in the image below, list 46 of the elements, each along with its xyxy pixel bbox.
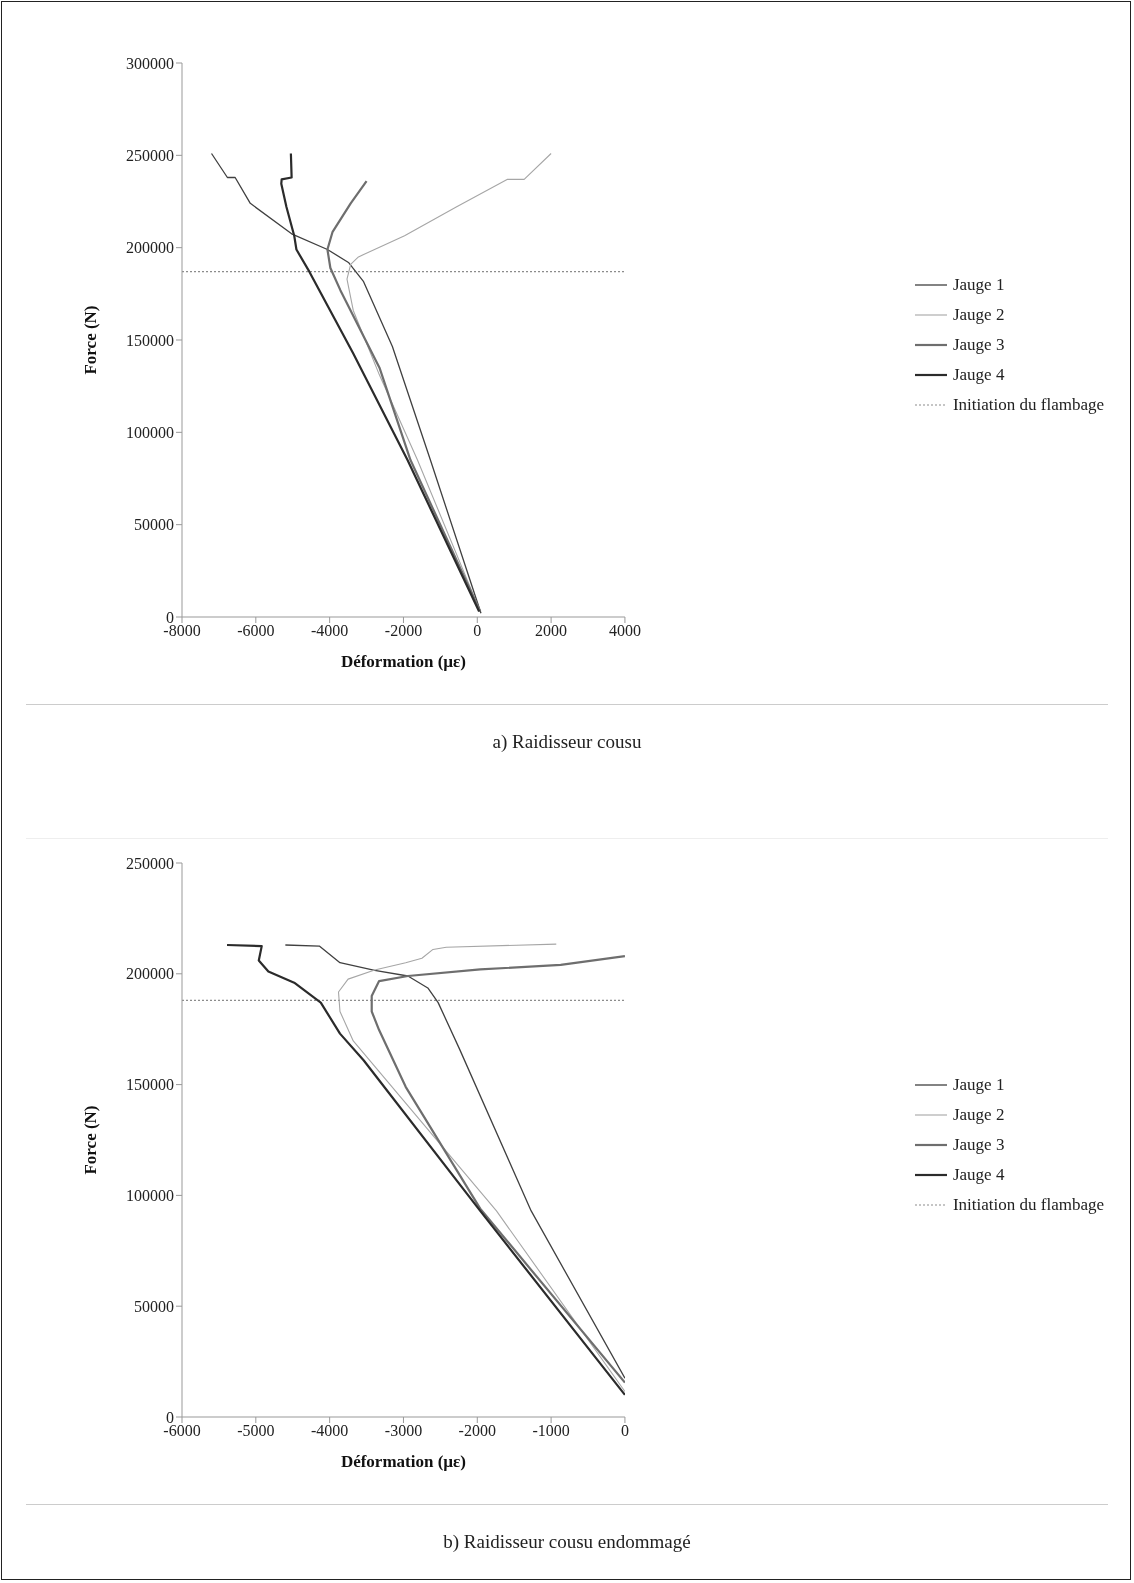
x-tick-label: 2000 <box>535 622 568 640</box>
y-tick-label: 150000 <box>126 1076 174 1094</box>
x-tick-label: -3000 <box>384 1422 423 1440</box>
x-tick-label: -6000 <box>237 622 275 640</box>
legend-label: Jauge 3 <box>952 335 1005 355</box>
line-series <box>225 943 625 1396</box>
line-series <box>210 152 482 614</box>
x-axis-title: Déformation (µε) <box>340 1452 467 1471</box>
legend-label: Initiation du flambage <box>952 395 1104 415</box>
legend-label: Jauge 2 <box>952 1105 1005 1125</box>
x-tick-label: -5000 <box>237 1422 275 1440</box>
y-axis-title: Force (N) <box>81 305 101 375</box>
x-axis-title: Déformation (µε) <box>340 652 467 671</box>
y-tick-label: 100000 <box>126 1187 174 1205</box>
y-tick-label: 100000 <box>126 424 174 442</box>
y-tick-label: 250000 <box>126 147 174 165</box>
line-series <box>337 943 625 1393</box>
x-tick-label: -4000 <box>310 1422 349 1440</box>
line-series <box>326 180 482 613</box>
x-tick-label: -2000 <box>458 1422 496 1440</box>
legend-label: Jauge 4 <box>952 365 1005 385</box>
y-tick-label: 50000 <box>134 1297 174 1315</box>
y-tick-label: 50000 <box>134 516 174 534</box>
text: a) Raidisseur cousu <box>491 731 643 753</box>
y-tick-label: 200000 <box>126 239 174 257</box>
legend-label: Jauge 1 <box>952 275 1005 295</box>
text: b) Raidisseur cousu endommagé <box>442 1531 692 1553</box>
y-tick-label: 250000 <box>126 854 174 872</box>
x-tick-label: 0 <box>473 622 482 640</box>
line-series <box>370 954 625 1384</box>
legend-label: Jauge 4 <box>952 1165 1005 1185</box>
x-tick-label: -4000 <box>310 622 349 640</box>
y-tick-label: 150000 <box>126 331 174 349</box>
x-tick-label: -1000 <box>532 1422 570 1440</box>
legend-label: Jauge 1 <box>952 1075 1005 1095</box>
x-tick-label: -2000 <box>384 622 423 640</box>
y-axis-title: Force (N) <box>81 1105 101 1175</box>
y-tick-label: 200000 <box>126 965 174 983</box>
legend-label: Initiation du flambage <box>952 1195 1104 1215</box>
legend-label: Jauge 3 <box>952 1135 1005 1155</box>
y-tick-label: 300000 <box>126 54 174 72</box>
x-tick-label: 4000 <box>608 622 641 640</box>
x-tick-label: 0 <box>620 1422 629 1440</box>
legend-label: Jauge 2 <box>952 305 1005 325</box>
line-series <box>280 152 481 613</box>
line-series <box>284 944 625 1379</box>
